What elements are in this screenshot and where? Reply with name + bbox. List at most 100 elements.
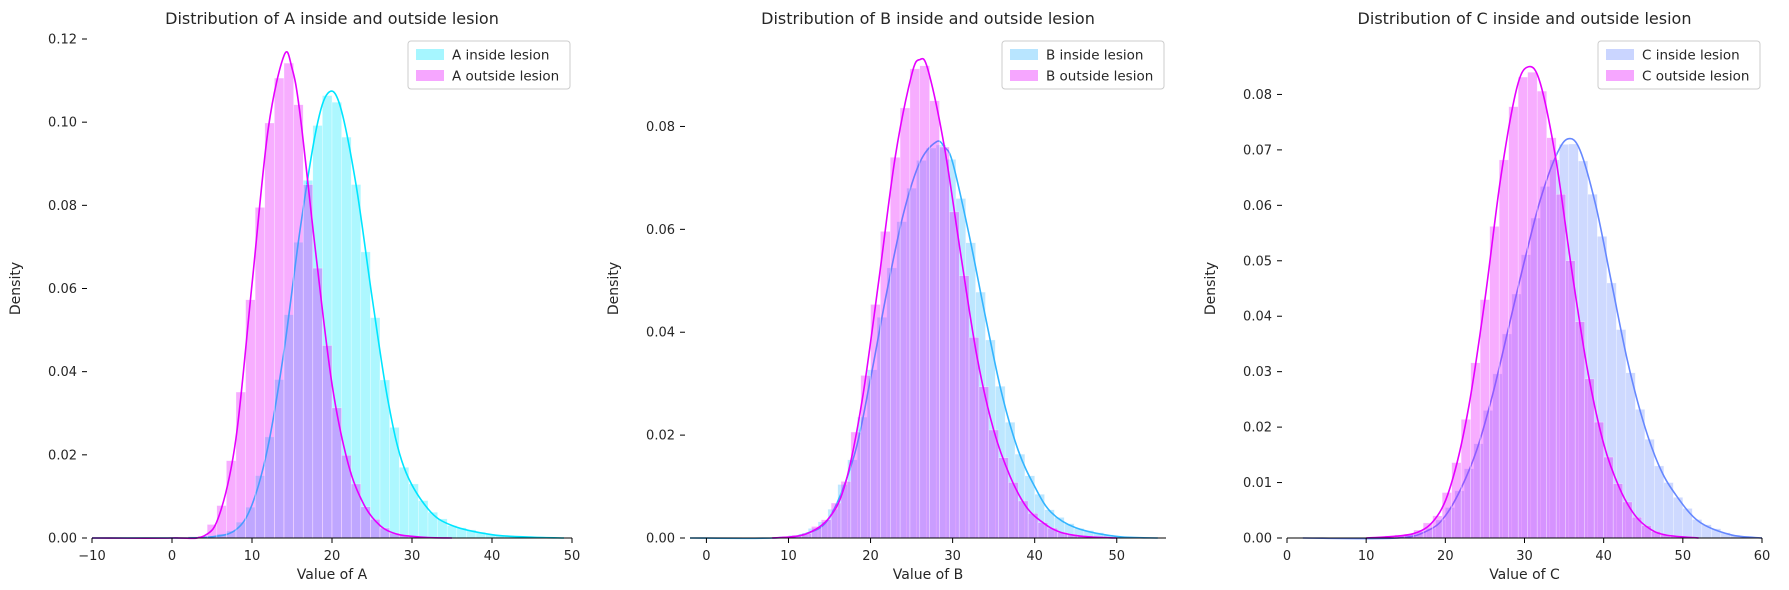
kde-line <box>771 57 1117 539</box>
kde-line <box>91 90 565 539</box>
histogram-bar <box>919 65 930 539</box>
x-tick-label: 40 <box>1026 549 1043 564</box>
histogram-bar <box>312 267 323 539</box>
histogram-bar <box>1536 90 1547 539</box>
x-tick-label: 10 <box>244 549 261 564</box>
histogram-bar <box>890 157 901 539</box>
x-tick-label: 0 <box>168 549 176 564</box>
legend-box <box>407 40 571 90</box>
y-tick-label: 0.12 <box>48 33 77 48</box>
x-tick-label: 20 <box>1437 549 1454 564</box>
legend-box <box>1597 40 1761 90</box>
histogram-bar <box>1508 106 1519 539</box>
histogram-bar <box>398 467 410 539</box>
x-axis: 0 10 20 30 40 50 60 <box>1283 537 1771 564</box>
legend-box <box>1001 40 1165 90</box>
y-axis-label: Density <box>606 262 622 315</box>
histogram-bar <box>821 519 832 539</box>
y-axis: 0.00 0.01 0.02 0.03 0.04 0.05 0.06 0.07 0.08 <box>1243 88 1282 547</box>
histogram-bar <box>1517 76 1528 539</box>
y-tick-label: 0.08 <box>48 199 77 214</box>
x-tick-label: −10 <box>78 549 105 564</box>
histogram-bar <box>1565 260 1576 539</box>
histogram-bar <box>1498 159 1509 539</box>
y-tick-label: 0.06 <box>646 223 675 238</box>
x-tick-label: 30 <box>1516 549 1533 564</box>
histogram-bar <box>968 337 980 539</box>
y-tick-label: 0.04 <box>646 326 675 341</box>
chart-title: Distribution of A inside and outside les… <box>165 9 499 28</box>
histogram-bar <box>880 231 891 539</box>
histogram-bar <box>1584 378 1595 539</box>
histogram-bar <box>370 519 381 539</box>
histogram-bar <box>274 77 285 539</box>
chart-panel-3: 0 10 20 30 40 50 600.000.010.020.030.040.050.0… <box>1203 9 1770 583</box>
legend-swatch <box>416 49 444 60</box>
histogram-bar <box>988 429 999 539</box>
series-1 <box>1302 137 1763 540</box>
x-tick-label: 50 <box>564 549 581 564</box>
x-tick-label: 40 <box>1595 549 1612 564</box>
histogram-bar <box>958 275 970 539</box>
x-tick-label: 0 <box>1283 549 1291 564</box>
x-tick-label: 50 <box>1675 549 1692 564</box>
series-1 <box>91 90 565 539</box>
histogram-bar <box>870 304 881 539</box>
chart-title: Distribution of B inside and outside les… <box>761 9 1095 28</box>
legend-label: B inside lesion <box>1046 48 1143 64</box>
x-tick-label: 20 <box>324 549 341 564</box>
histogram-bar <box>360 251 371 539</box>
y-axis-label: Density <box>1203 262 1219 315</box>
histogram-bar <box>235 391 246 539</box>
legend-label: C inside lesion <box>1642 48 1740 64</box>
histogram-bar <box>1622 501 1633 539</box>
histogram-bar <box>899 107 911 539</box>
histogram-bar <box>408 483 419 539</box>
histogram-bar <box>1574 321 1585 539</box>
histogram-bar <box>254 207 266 539</box>
y-axis-label: Density <box>8 262 24 315</box>
histogram-bar <box>1546 137 1557 539</box>
y-tick-label: 0.07 <box>1243 143 1272 158</box>
y-axis: 0.00 0.02 0.04 0.06 0.08 <box>646 120 685 547</box>
histogram-bar <box>226 460 237 539</box>
histogram-bar <box>370 317 381 539</box>
x-axis-label: Value of A <box>297 567 368 583</box>
y-tick-label: 0.05 <box>1243 254 1272 269</box>
x-tick-label: 50 <box>1108 549 1125 564</box>
legend: B inside lesion B outside lesion <box>1001 40 1165 90</box>
histogram-bar <box>978 386 989 539</box>
y-tick-label: 0.02 <box>48 448 77 463</box>
y-tick-label: 0.02 <box>646 429 675 444</box>
x-axis-label: Value of B <box>893 567 963 583</box>
legend-swatch <box>1010 49 1038 60</box>
histogram-bar <box>929 100 940 539</box>
histogram-bar <box>939 146 950 539</box>
histogram-bar <box>283 62 294 539</box>
x-axis-label: Value of C <box>1489 567 1560 583</box>
legend-label: B outside lesion <box>1046 69 1153 85</box>
histogram-bar <box>1527 72 1538 539</box>
legend-swatch <box>1606 49 1634 60</box>
histogram-bar <box>1451 462 1462 539</box>
histogram-bar <box>302 184 314 539</box>
y-tick-label: 0.08 <box>1243 88 1272 103</box>
x-axis: −10 0 10 20 30 40 50 <box>78 537 581 564</box>
histogram-bar <box>1441 492 1452 539</box>
chart-panel-2: 0 10 20 30 40 50 0.00 0.02 0.04 0.06 0.08 Distribut… <box>606 9 1166 583</box>
y-tick-label: 0.03 <box>1243 365 1272 380</box>
histogram-bar <box>949 211 960 539</box>
histogram-bar <box>909 68 921 539</box>
series-2 <box>91 51 453 540</box>
y-tick-label: 0.04 <box>48 365 77 380</box>
histogram-bar <box>1479 299 1490 539</box>
histogram-bar <box>264 122 275 539</box>
x-tick-label: 10 <box>780 549 797 564</box>
histogram-bar <box>1555 193 1566 539</box>
y-tick-label: 0.10 <box>48 116 77 131</box>
legend: C inside lesion C outside lesion <box>1597 40 1761 90</box>
x-tick-label: 10 <box>1358 549 1375 564</box>
x-tick-label: 60 <box>1754 549 1771 564</box>
y-tick-label: 0.02 <box>1243 421 1272 436</box>
x-tick-label: 40 <box>484 549 501 564</box>
